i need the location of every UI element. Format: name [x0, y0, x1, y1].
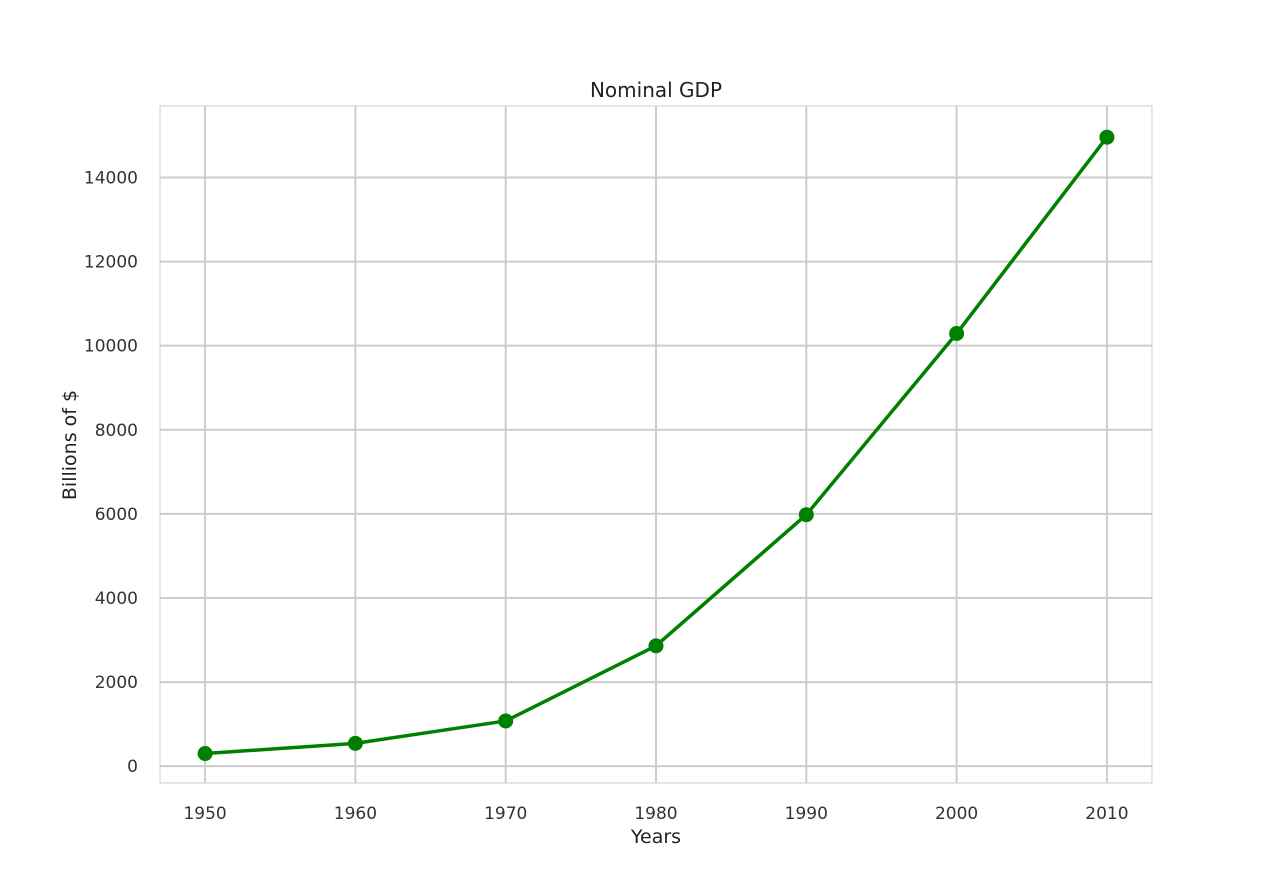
- data-point: [197, 746, 213, 762]
- data-points: [197, 129, 1115, 762]
- y-tick-label: 4000: [95, 589, 138, 609]
- x-tick-label: 2010: [1085, 804, 1128, 824]
- x-tick-label: 1990: [785, 804, 828, 824]
- data-point: [949, 326, 965, 342]
- data-point: [347, 735, 363, 751]
- x-tick-label: 1980: [634, 804, 677, 824]
- y-tick-label: 8000: [95, 421, 138, 441]
- data-point: [1099, 129, 1115, 145]
- grid-lines: [160, 106, 1152, 783]
- y-tick-label: 10000: [84, 337, 138, 357]
- plot-frame: [159, 105, 1153, 784]
- data-point: [498, 713, 514, 729]
- data-point: [648, 638, 664, 654]
- x-tick-label: 1950: [183, 804, 226, 824]
- y-axis-label: Billions of $: [59, 390, 81, 500]
- y-tick-label: 2000: [95, 673, 138, 693]
- y-tick-label: 14000: [84, 168, 138, 188]
- x-tick-label: 2000: [935, 804, 978, 824]
- y-tick-label: 6000: [95, 505, 138, 525]
- data-point: [798, 507, 814, 523]
- x-axis-label: Years: [630, 826, 681, 848]
- x-tick-label: 1960: [334, 804, 377, 824]
- y-tick-label: 12000: [84, 253, 138, 273]
- x-tick-label: 1970: [484, 804, 527, 824]
- y-tick-label: 0: [127, 757, 138, 777]
- chart-title: Nominal GDP: [590, 78, 722, 102]
- tick-labels: 1950 1960 1970 1980 1990 2000 2010 0 2000 4000 600…: [84, 168, 1129, 824]
